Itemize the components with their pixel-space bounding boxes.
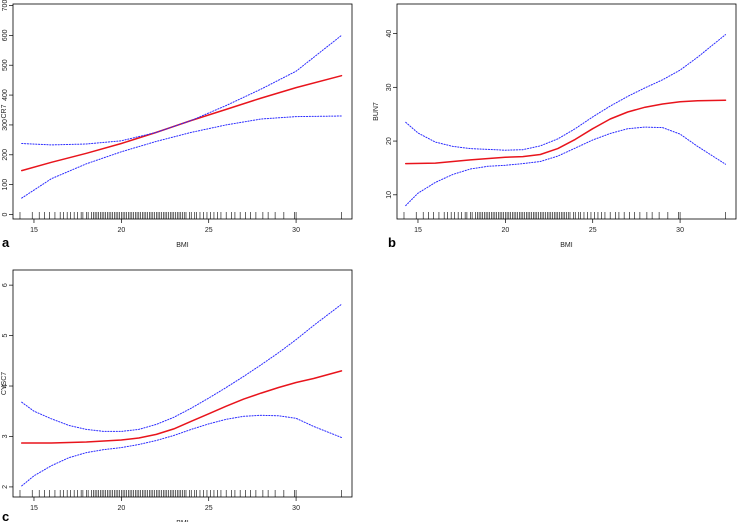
y-tick-label: 2 <box>2 485 9 489</box>
fit-curve <box>20 370 343 444</box>
y-tick-label: 5 <box>2 334 9 338</box>
x-tick-label: 25 <box>205 505 213 512</box>
plot-frame <box>12 3 353 220</box>
y-tick-label: 100 <box>2 179 9 191</box>
y-tick-label: 0 <box>2 212 9 216</box>
ci-lower-curve <box>21 414 342 487</box>
y-tick-label: 20 <box>386 137 393 145</box>
x-tick-label: 25 <box>205 227 213 234</box>
ci-upper-curve <box>21 303 342 432</box>
fit-curve <box>20 74 343 172</box>
y-axis-title: CYSC7 <box>1 372 8 395</box>
x-axis-title: BMI <box>560 242 573 249</box>
chart-panel-b: 15 20 25 30 10 20 30 40 BMI BUN7 b <box>373 3 737 250</box>
y-tick-label: 600 <box>2 29 9 41</box>
y-tick-label: 6 <box>2 283 9 287</box>
y-tick-label: 40 <box>386 30 393 38</box>
x-tick-label: 15 <box>414 227 422 234</box>
x-tick-label: 15 <box>30 505 38 512</box>
y-tick-label: 300 <box>2 119 9 131</box>
panel-letter: a <box>2 235 10 250</box>
x-tick-label: 30 <box>292 227 300 234</box>
x-axis-title: BMI <box>176 520 189 522</box>
y-tick-label: 200 <box>2 149 9 161</box>
x-tick-label: 30 <box>676 227 684 234</box>
y-tick-label: 4 <box>2 384 9 388</box>
panel-letter: b <box>388 235 396 250</box>
panel-letter: c <box>2 509 9 522</box>
x-tick-label: 15 <box>30 227 38 234</box>
y-tick-label: 10 <box>386 191 393 199</box>
y-tick-label: 700 <box>2 0 9 11</box>
chart-panel-c: 15 20 25 30 2 3 4 5 6 BMI CYSC7 c <box>1 269 353 522</box>
fit-curve <box>404 99 727 165</box>
plot-frame <box>12 269 353 498</box>
y-tick-label: 3 <box>2 434 9 438</box>
ci-lower-curve <box>405 126 726 207</box>
x-tick-label: 20 <box>501 227 509 234</box>
y-axis-title: CR7 <box>1 104 8 118</box>
y-tick-label: 400 <box>2 89 9 101</box>
x-tick-label: 25 <box>589 227 597 234</box>
x-tick-label: 20 <box>117 227 125 234</box>
ci-lower-curve <box>21 115 342 199</box>
x-tick-label: 20 <box>117 505 125 512</box>
ci-upper-curve <box>405 34 726 151</box>
ci-upper-curve <box>21 34 342 146</box>
plot-frame <box>396 3 737 220</box>
y-axis-title: BUN7 <box>373 102 380 121</box>
y-tick-label: 500 <box>2 59 9 71</box>
y-tick-label: 30 <box>386 83 393 91</box>
x-axis-title: BMI <box>176 242 189 249</box>
x-tick-label: 30 <box>292 505 300 512</box>
